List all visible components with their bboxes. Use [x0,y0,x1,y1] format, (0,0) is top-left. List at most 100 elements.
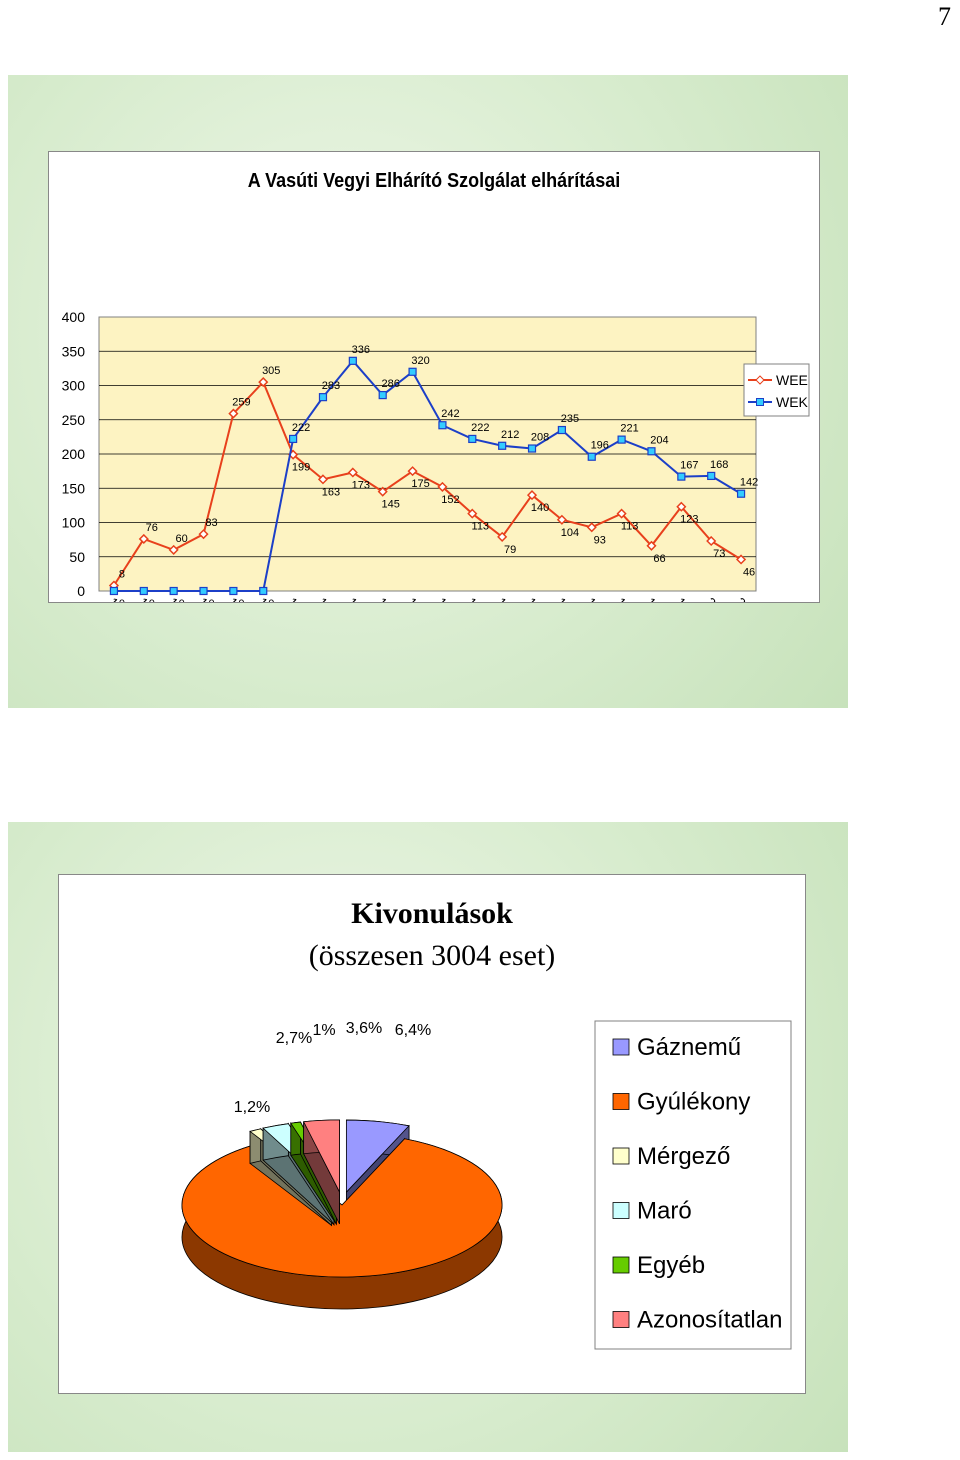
data-label: 212 [501,429,519,441]
legend-label: Maró [637,1198,692,1225]
y-tick-label: 100 [62,515,86,531]
data-label: 336 [352,344,370,356]
data-label: 66 [653,553,665,565]
data-point-wek [647,447,656,456]
y-tick-label: 200 [62,446,86,462]
y-tick-label: 0 [77,583,85,599]
data-label: 163 [322,486,340,498]
legend-label-wee: WEE [776,372,808,388]
x-tick-label: 2001 [733,595,767,602]
data-point-wee [198,529,209,540]
data-point-wek [527,444,537,453]
data-point-wee [676,501,687,512]
data-label: 145 [382,499,400,511]
data-point-wek [318,393,328,402]
data-point-wee [168,544,179,555]
data-point-wee [258,377,269,388]
data-label: 0 [208,598,214,602]
x-tick-label: 1997 [613,595,647,602]
line-chart-area: A Vasúti Vegyi Elhárító Szolgálat elhárí… [48,151,820,628]
data-point-wee [467,508,478,519]
x-tick-label: 1995 [554,595,588,602]
data-label: 222 [292,422,310,434]
data-point-wek [736,489,746,498]
legend-swatch [612,1093,630,1110]
pie-slice-azonosítatlan [303,1119,340,1193]
y-tick-label: 400 [62,309,86,325]
series-line-wek [113,359,742,592]
pie-legend-box [594,1020,792,1350]
data-point-wee [736,554,747,565]
data-point-wee [497,531,508,542]
pie-slice-gyúlékony [181,1138,503,1278]
data-label: 93 [594,534,606,546]
data-point-wee [586,522,597,533]
line-chart-svg: 0501001502002503003504001980198119821983… [62,309,810,628]
data-point-wek [139,586,148,596]
legend-marker [755,375,765,385]
page-number: 7 [938,2,951,31]
legend-swatch [612,1311,630,1328]
x-tick-label: 1987 [315,595,349,602]
data-point-wek [587,452,596,461]
pie-chart-svg: 6,4%85,1%1,2%2,7%1%3,6%GázneműGyúlékonyM… [181,1020,792,1414]
data-point-wek [498,441,507,450]
data-point-wee [437,481,448,492]
x-tick-label: 1989 [375,595,409,602]
data-label: 60 [176,533,188,545]
data-point-wee [377,486,388,497]
x-tick-label: 1986 [285,595,319,602]
y-tick-label: 150 [62,480,86,496]
data-label: 140 [531,502,549,514]
data-label: 83 [205,517,217,529]
data-label: 168 [710,459,728,471]
data-label: 73 [713,548,725,560]
legend-label-wek: WEK [776,394,809,410]
data-label: 259 [232,397,250,409]
data-point-wee [347,467,358,478]
data-label: 113 [472,521,490,533]
data-label: 235 [561,413,579,425]
x-tick-label: 1992 [464,595,498,602]
data-label: 0 [238,598,244,602]
data-label: 305 [262,365,280,377]
data-label: 8 [119,569,125,581]
x-tick-label: 1999 [673,595,707,602]
pie-data-label: 6,4% [395,1022,431,1039]
x-tick-label: 1990 [404,595,438,602]
data-point-wek [438,421,447,430]
y-tick-label: 50 [69,549,85,565]
data-label: 196 [591,440,609,452]
data-label: 204 [650,434,668,446]
pie-chart-subtitle: (összesen 3004 eset) [308,939,556,972]
data-point-wek [348,356,357,365]
legend-label: Mérgező [637,1143,730,1170]
data-label: 152 [441,494,459,506]
data-label: 0 [149,598,155,602]
data-point-wee [556,514,567,525]
pie-chart-area: Kivonulások (összesen 3004 eset) 6,4%85,… [58,874,806,1414]
x-tick-label: 1998 [643,595,677,602]
data-point-wek [408,367,417,376]
legend-swatch [612,1038,630,1056]
data-point-wek [109,586,119,596]
data-point-wek [378,390,387,400]
x-tick-label: 1996 [584,595,618,602]
data-label: 222 [471,422,489,434]
data-label: 104 [561,527,579,539]
data-point-wee [706,535,717,547]
data-label: 208 [531,432,549,444]
data-label: 221 [620,423,638,435]
legend-label: Azonosítatlan [637,1307,782,1334]
data-point-wee [138,533,149,545]
data-label: 79 [504,544,516,556]
data-point-wek [677,472,686,481]
pie-data-label: 1% [312,1022,335,1039]
data-point-wek [229,586,238,596]
data-label: 175 [411,478,429,490]
data-label: 199 [292,462,310,474]
pie-data-label: 1,2% [234,1099,270,1116]
data-point-wee [228,408,239,419]
legend-swatch [612,1256,630,1274]
